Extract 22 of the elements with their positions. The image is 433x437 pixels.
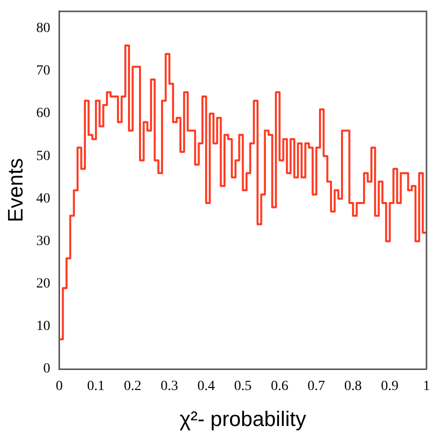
y-tick-label: 40 [36,191,50,206]
y-tick-label: 0 [43,362,50,377]
x-tick-label: 0.8 [344,379,362,394]
x-tick-label: 0.1 [87,379,105,394]
x-tick-label: 0.2 [124,379,142,394]
x-tick-label: 0.9 [381,379,399,394]
y-tick-label: 80 [36,21,50,36]
y-tick-label: 20 [36,276,50,292]
y-tick-label: 60 [36,106,50,122]
y-tick-label: 70 [36,64,50,79]
x-tick-label: 0.6 [270,379,288,394]
x-tick-label: 1 [423,379,430,394]
x-tick-label: 0 [56,379,63,394]
x-tick-label: 0.3 [160,379,178,394]
y-tick-label: 10 [36,319,50,334]
y-tick-label: 50 [36,148,50,164]
x-tick-label: 0.4 [197,379,215,394]
x-axis-title: χ²- probability [180,408,307,432]
x-tick-label: 0.7 [308,379,326,394]
y-tick-label: 30 [36,234,50,249]
y-axis-title: Events [4,158,28,222]
x-tick-label: 0.5 [234,379,252,394]
